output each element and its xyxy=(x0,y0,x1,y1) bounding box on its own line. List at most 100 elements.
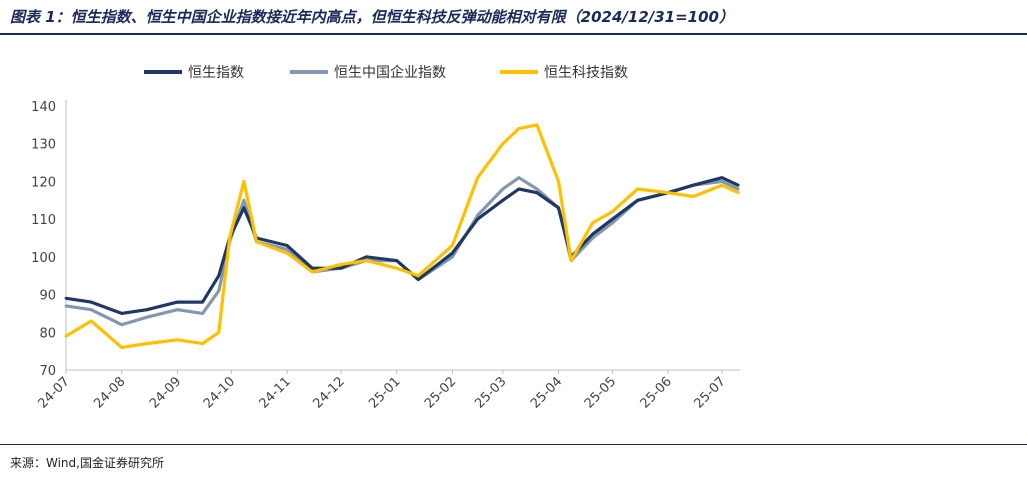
x-tick-label: 25-04 xyxy=(528,374,565,411)
data-point-hscei xyxy=(201,312,205,315)
data-point-hstech xyxy=(285,251,289,255)
data-point-hscei xyxy=(217,289,221,293)
data-point-hsi xyxy=(451,251,454,255)
data-point-hstech xyxy=(517,127,521,130)
x-tick-label: 25-02 xyxy=(422,374,459,411)
x-tick-label: 25-06 xyxy=(638,374,675,411)
data-point-hscei xyxy=(89,308,93,312)
data-point-hsi xyxy=(691,183,695,187)
data-point-hsi xyxy=(535,191,539,195)
x-tick-label: 24-08 xyxy=(91,374,128,411)
data-point-hstech xyxy=(364,259,368,262)
data-point-hscei xyxy=(611,221,614,225)
data-point-hsi xyxy=(285,244,289,247)
legend-label-hscei: 恒生中国企业指数 xyxy=(334,64,446,81)
series-line-hstech xyxy=(65,123,739,349)
data-point-hstech xyxy=(242,180,246,183)
data-point-hsi xyxy=(120,312,124,315)
data-point-hstech xyxy=(228,236,232,240)
data-point-hscei xyxy=(120,323,124,327)
data-point-hscei xyxy=(145,315,149,319)
data-point-hstech xyxy=(217,330,221,334)
chart-title: 图表 1：恒生指数、恒生中国企业指数接近年内高点，但恒生科技反弹动能相对有限（2… xyxy=(10,8,734,26)
data-point-hsi xyxy=(611,217,614,221)
data-point-hscei xyxy=(476,214,479,217)
data-point-hstech xyxy=(201,342,205,345)
x-tick-label: 24-10 xyxy=(201,374,238,411)
data-point-hstech xyxy=(64,334,68,338)
data-point-hstech xyxy=(451,244,454,247)
y-tick-label: 130 xyxy=(31,138,56,153)
data-point-hstech xyxy=(691,195,695,198)
data-point-hstech xyxy=(416,274,420,278)
y-tick-label: 110 xyxy=(31,213,56,228)
data-point-hstech xyxy=(120,346,124,349)
data-point-hscei xyxy=(535,187,539,191)
x-tick-label: 25-05 xyxy=(582,374,619,411)
data-point-hstech xyxy=(636,187,639,191)
x-tick-label: 24-09 xyxy=(147,374,184,411)
legend-label-hstech: 恒生科技指数 xyxy=(544,65,628,81)
title-divider xyxy=(0,33,1027,35)
x-tick-label: 24-11 xyxy=(257,374,294,411)
data-point-hsi xyxy=(145,308,149,312)
data-point-hstech xyxy=(176,338,179,342)
source-note: 来源：Wind,国金证券研究所 xyxy=(10,456,164,470)
data-point-hstech xyxy=(666,191,670,195)
title-bar: 图表 1：恒生指数、恒生中国企业指数接近年内高点，但恒生科技反弹动能相对有限（2… xyxy=(0,0,1027,35)
data-point-hsi xyxy=(395,259,399,262)
y-tick-label: 70 xyxy=(39,364,56,379)
y-tick-label: 80 xyxy=(39,326,56,341)
data-point-hsi xyxy=(364,255,368,259)
data-point-hstech xyxy=(591,221,594,225)
data-point-hstech xyxy=(310,270,314,274)
data-point-hscei xyxy=(242,198,246,202)
data-point-hsi xyxy=(416,278,420,281)
data-point-hscei xyxy=(720,180,724,183)
x-tick-label: 24-07 xyxy=(36,374,73,411)
data-point-hstech xyxy=(736,191,740,195)
data-point-hstech xyxy=(501,142,505,146)
data-point-hscei xyxy=(64,304,68,308)
data-point-hsi xyxy=(89,300,93,304)
data-point-hsi xyxy=(591,232,594,236)
y-tick-label: 140 xyxy=(31,100,56,115)
data-point-hsi xyxy=(476,217,479,221)
data-point-hsi xyxy=(176,300,179,304)
series-line-hsi xyxy=(65,176,739,315)
y-tick-label: 120 xyxy=(31,175,56,190)
data-point-hscei xyxy=(451,255,454,259)
line-chart: 70 80 90 100 110 120 130 140 24-07 24-08 24-09 24-1… xyxy=(31,64,740,412)
data-point-hstech xyxy=(476,176,479,180)
data-point-hsi xyxy=(720,176,724,180)
data-point-hstech xyxy=(89,319,93,323)
data-point-hsi xyxy=(217,274,221,278)
x-tick-label: 25-07 xyxy=(692,374,729,411)
data-point-hsi xyxy=(64,296,68,300)
data-point-hstech xyxy=(339,263,343,266)
data-point-hstech xyxy=(720,183,724,187)
data-point-hsi xyxy=(339,266,343,270)
data-point-hscei xyxy=(285,247,289,251)
legend-label-hsi: 恒生指数 xyxy=(188,65,244,81)
data-point-hscei xyxy=(591,236,594,240)
data-point-hsi xyxy=(501,198,505,202)
x-tick-label: 24-12 xyxy=(310,374,347,411)
x-tick-label: 25-03 xyxy=(472,374,509,411)
data-point-hsi xyxy=(517,187,521,191)
data-point-hsi xyxy=(736,183,740,187)
y-tick-label: 90 xyxy=(39,289,56,304)
data-point-hsi xyxy=(201,300,205,304)
data-point-hstech xyxy=(255,240,258,244)
y-tick-label: 100 xyxy=(31,251,56,266)
footer-divider xyxy=(0,444,1027,445)
x-tick-label: 25-01 xyxy=(366,374,403,411)
data-point-hstech xyxy=(535,123,539,127)
data-point-hscei xyxy=(176,308,179,312)
data-point-hscei xyxy=(736,187,740,191)
data-point-hscei xyxy=(517,176,521,180)
data-point-hstech xyxy=(145,342,149,345)
data-point-hstech xyxy=(395,266,399,270)
data-point-hstech xyxy=(611,210,614,214)
data-point-hsi xyxy=(557,206,560,210)
